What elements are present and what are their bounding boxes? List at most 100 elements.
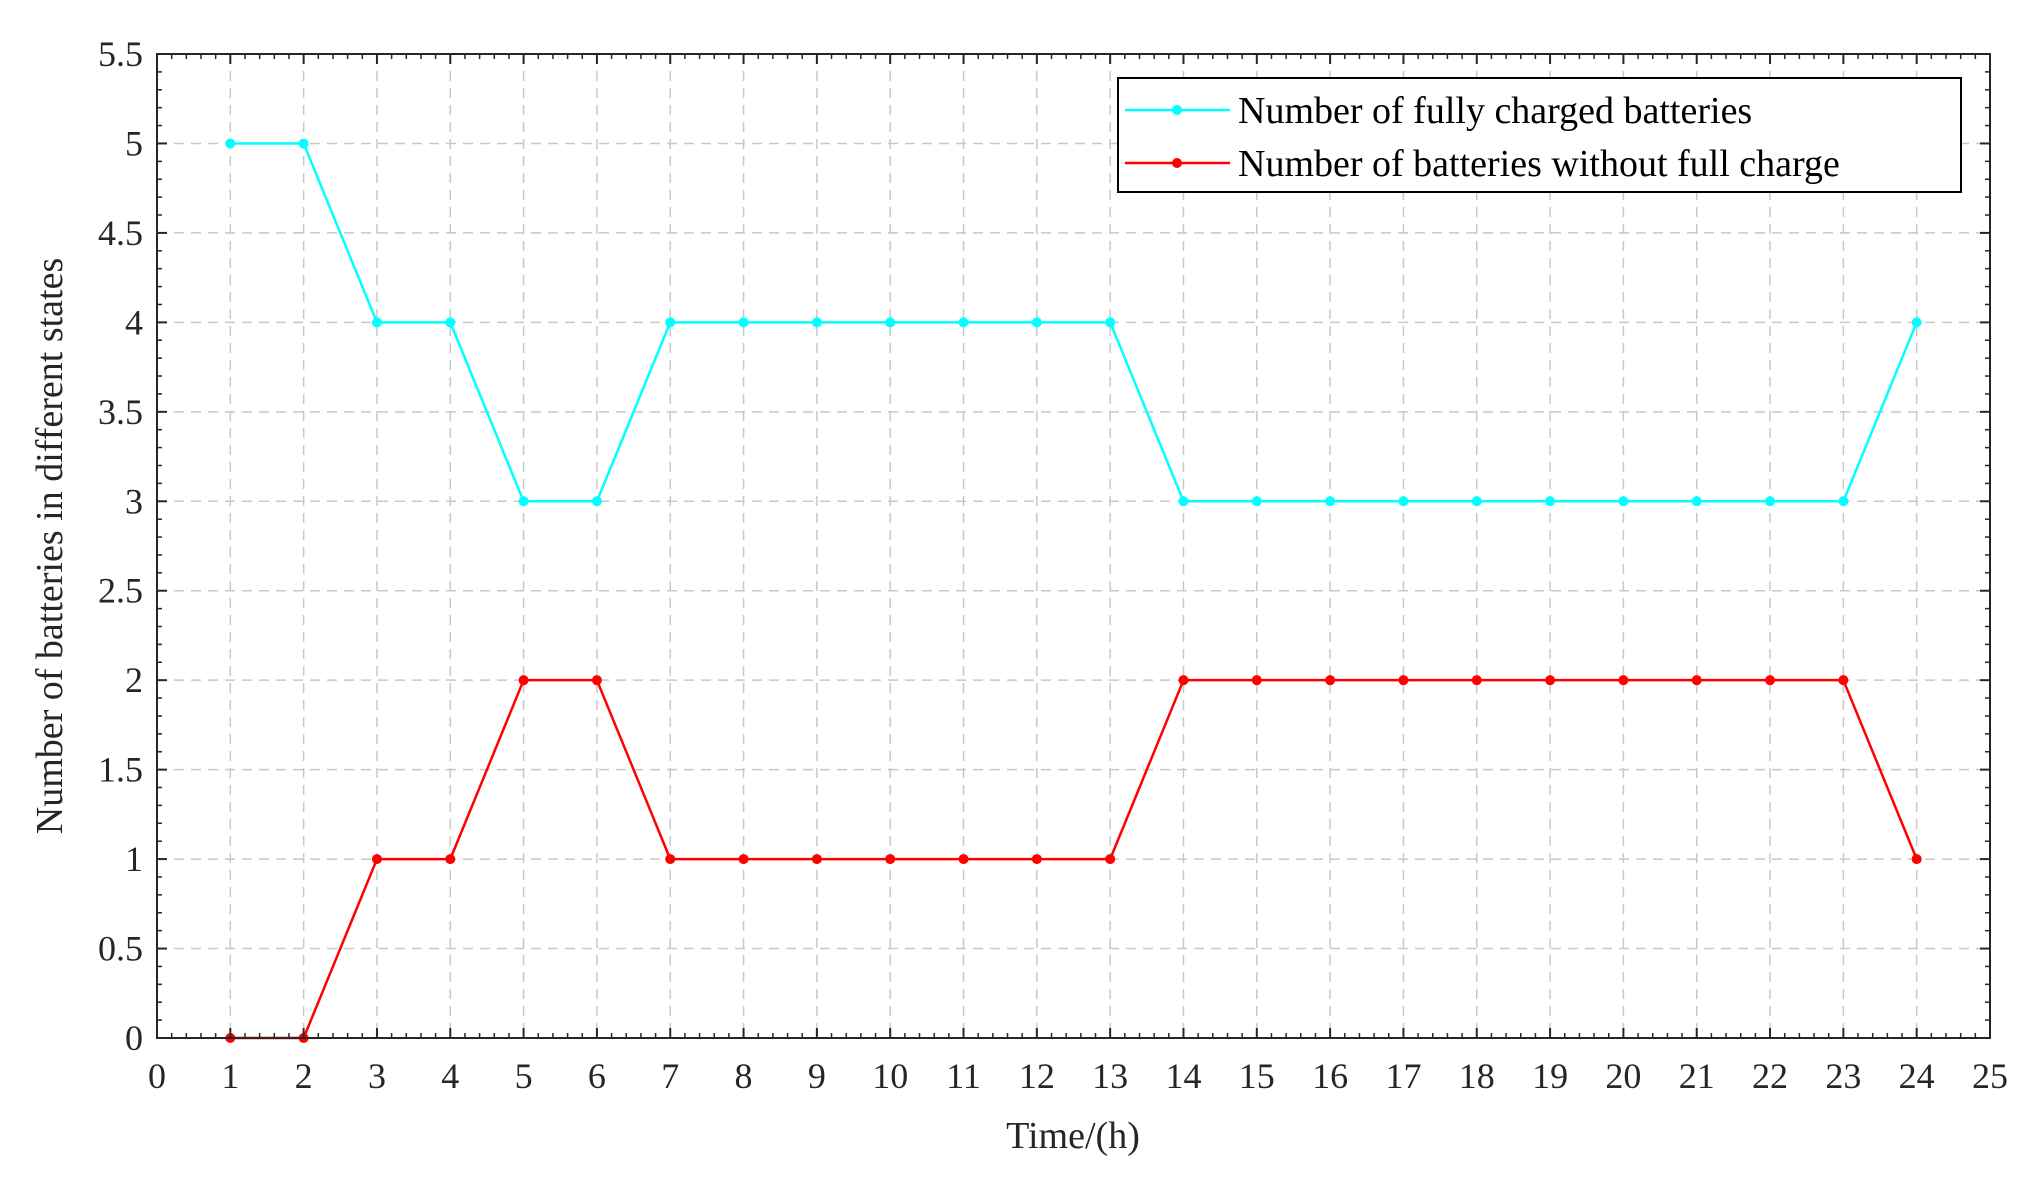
data-point <box>1838 675 1849 686</box>
x-tick-label: 24 <box>1899 1056 1935 1096</box>
grid <box>157 54 1990 1038</box>
data-point <box>811 854 822 865</box>
data-point <box>518 496 529 507</box>
data-point <box>885 854 896 865</box>
data-point <box>1398 496 1409 507</box>
data-point <box>445 854 456 865</box>
x-tick-label: 19 <box>1532 1056 1568 1096</box>
x-tick-label: 18 <box>1459 1056 1495 1096</box>
data-point <box>1691 675 1702 686</box>
data-point <box>958 854 969 865</box>
series-line <box>230 142 1918 503</box>
data-point <box>1398 675 1409 686</box>
data-point <box>1765 496 1776 507</box>
y-tick-label: 1.5 <box>98 750 143 790</box>
x-tick-label: 2 <box>295 1056 313 1096</box>
data-point <box>1105 317 1116 328</box>
data-point <box>298 138 309 149</box>
data-point <box>225 138 236 149</box>
data-point <box>1911 317 1922 328</box>
legend-label-not-full: Number of batteries without full charge <box>1238 143 1840 185</box>
data-point <box>1178 496 1189 507</box>
legend: Number of fully charged batteries Number… <box>1117 77 1962 193</box>
data-point <box>1691 496 1702 507</box>
x-tick-label: 23 <box>1825 1056 1861 1096</box>
data-point <box>1325 675 1336 686</box>
x-tick-label: 14 <box>1165 1056 1201 1096</box>
data-point <box>1031 317 1042 328</box>
y-tick-label: 3 <box>125 481 143 521</box>
y-tick-label: 4 <box>125 302 143 342</box>
series-not-full <box>225 675 1922 1043</box>
y-tick-label: 5 <box>125 123 143 163</box>
y-tick-label: 2 <box>125 660 143 700</box>
data-point <box>1911 854 1922 865</box>
data-point <box>1251 675 1262 686</box>
x-axis-title: Time/(h) <box>1006 1115 1140 1157</box>
data-point <box>811 317 822 328</box>
legend-marker-fully-charged <box>1172 105 1182 115</box>
data-point <box>1031 854 1042 865</box>
x-tick-label: 4 <box>441 1056 459 1096</box>
x-tick-label: 3 <box>368 1056 386 1096</box>
data-point <box>738 317 749 328</box>
x-tick-label: 16 <box>1312 1056 1348 1096</box>
data-point <box>1178 675 1189 686</box>
data-point <box>1618 496 1629 507</box>
data-point <box>665 854 676 865</box>
data-point <box>665 317 676 328</box>
data-point <box>1251 496 1262 507</box>
data-point <box>1471 675 1482 686</box>
ticks <box>156 53 1991 1039</box>
y-tick-label: 4.5 <box>98 213 143 253</box>
x-tick-label: 10 <box>872 1056 908 1096</box>
x-tick-label: 13 <box>1092 1056 1128 1096</box>
x-tick-label: 1 <box>221 1056 239 1096</box>
data-point <box>518 675 529 686</box>
series-fully-charged <box>225 138 1922 507</box>
data-point <box>1105 854 1116 865</box>
data-point <box>885 317 896 328</box>
x-tick-label: 21 <box>1679 1056 1715 1096</box>
data-point <box>1471 496 1482 507</box>
data-point <box>1545 675 1556 686</box>
plot-background <box>157 54 1990 1038</box>
data-point <box>1838 496 1849 507</box>
series-line <box>230 678 1918 1040</box>
x-tick-label: 25 <box>1972 1056 2008 1096</box>
y-tick-label: 3.5 <box>98 392 143 432</box>
data-point <box>738 854 749 865</box>
legend-box <box>1117 77 1962 193</box>
y-tick-label: 5.5 <box>98 34 143 74</box>
data-point <box>445 317 456 328</box>
x-tick-label: 8 <box>735 1056 753 1096</box>
y-axis-title: Number of batteries in different states <box>29 258 71 835</box>
data-point <box>1765 675 1776 686</box>
x-tick-label: 7 <box>661 1056 679 1096</box>
series-layer <box>225 138 1922 1043</box>
x-tick-label: 5 <box>515 1056 533 1096</box>
legend-label-fully-charged: Number of fully charged batteries <box>1238 90 1752 132</box>
y-tick-label: 0 <box>125 1018 143 1058</box>
x-tick-label: 20 <box>1605 1056 1641 1096</box>
data-point <box>371 317 382 328</box>
x-tick-label: 11 <box>946 1056 981 1096</box>
tick-labels: 0 1 2 3 4 5 6 7 8 9 10 11 12 13 14 15 16 17 18 19 20 21 22 23 24… <box>98 34 2008 1096</box>
x-tick-label: 22 <box>1752 1056 1788 1096</box>
data-point <box>591 496 602 507</box>
data-point <box>958 317 969 328</box>
y-tick-label: 2.5 <box>98 571 143 611</box>
data-point <box>1618 675 1629 686</box>
plot-frame <box>156 53 1991 1039</box>
x-tick-label: 15 <box>1239 1056 1275 1096</box>
data-point <box>1545 496 1556 507</box>
x-tick-label: 6 <box>588 1056 606 1096</box>
x-tick-label: 17 <box>1385 1056 1421 1096</box>
x-tick-label: 9 <box>808 1056 826 1096</box>
legend-marker-not-full <box>1172 158 1182 168</box>
x-tick-label: 0 <box>148 1056 166 1096</box>
data-point <box>1325 496 1336 507</box>
data-point <box>591 675 602 686</box>
